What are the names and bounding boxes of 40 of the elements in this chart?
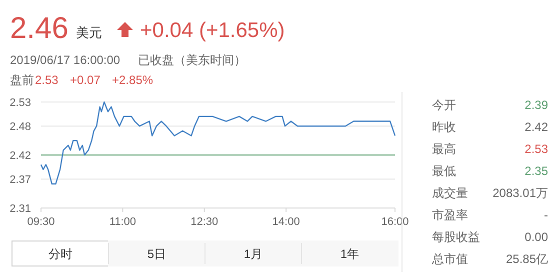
- y-tick-label: 2.48: [10, 121, 31, 134]
- text: -: [544, 208, 548, 222]
- x-tick-label: 09:30: [27, 216, 55, 228]
- chart-subtitle: 2019/06/17 16:00:00: [10, 53, 120, 67]
- x-tick-label: 14:00: [272, 216, 300, 228]
- x-tick-label: 11:00: [109, 216, 136, 228]
- text: +0.04 (+1.65%): [140, 19, 285, 42]
- text: 盘前: [10, 73, 34, 87]
- text: 1年: [340, 247, 360, 261]
- text: 1月: [244, 247, 263, 261]
- text: 2.53: [35, 73, 59, 87]
- text: +0.07: [70, 73, 101, 87]
- text: +2.85%: [112, 73, 154, 87]
- text: 市盈率: [432, 208, 468, 222]
- text: 今开: [432, 98, 456, 112]
- text: 2.35: [524, 164, 548, 178]
- chart-title: 2.46: [10, 12, 68, 45]
- text: 2083.01万: [492, 186, 548, 200]
- x-tick-label: 12:30: [190, 216, 218, 228]
- text: 最高: [432, 142, 456, 156]
- text: 25.85亿: [506, 252, 548, 266]
- text: 0.00: [524, 230, 548, 244]
- y-tick-label: 2.37: [10, 174, 31, 186]
- text: 5日: [147, 247, 166, 261]
- x-tick-label: 16:00: [381, 216, 409, 228]
- text: 总市值: [431, 252, 468, 266]
- y-tick-label: 2.42: [10, 150, 31, 162]
- text: 2.39: [524, 98, 548, 112]
- text: 分时: [48, 247, 72, 261]
- text: 美元: [76, 25, 102, 40]
- text: 2.42: [524, 120, 548, 134]
- text: 最低: [432, 164, 456, 178]
- y-tick-label: 2.31: [10, 203, 31, 215]
- text: 已收盘（美东时间）: [138, 53, 246, 67]
- text: 每股收益: [432, 230, 480, 244]
- text: 昨收: [432, 120, 456, 134]
- line-series: [40, 101, 396, 185]
- y-tick-label: 2.53: [10, 97, 31, 109]
- text: 成交量: [432, 186, 468, 200]
- text: 2.53: [524, 142, 548, 156]
